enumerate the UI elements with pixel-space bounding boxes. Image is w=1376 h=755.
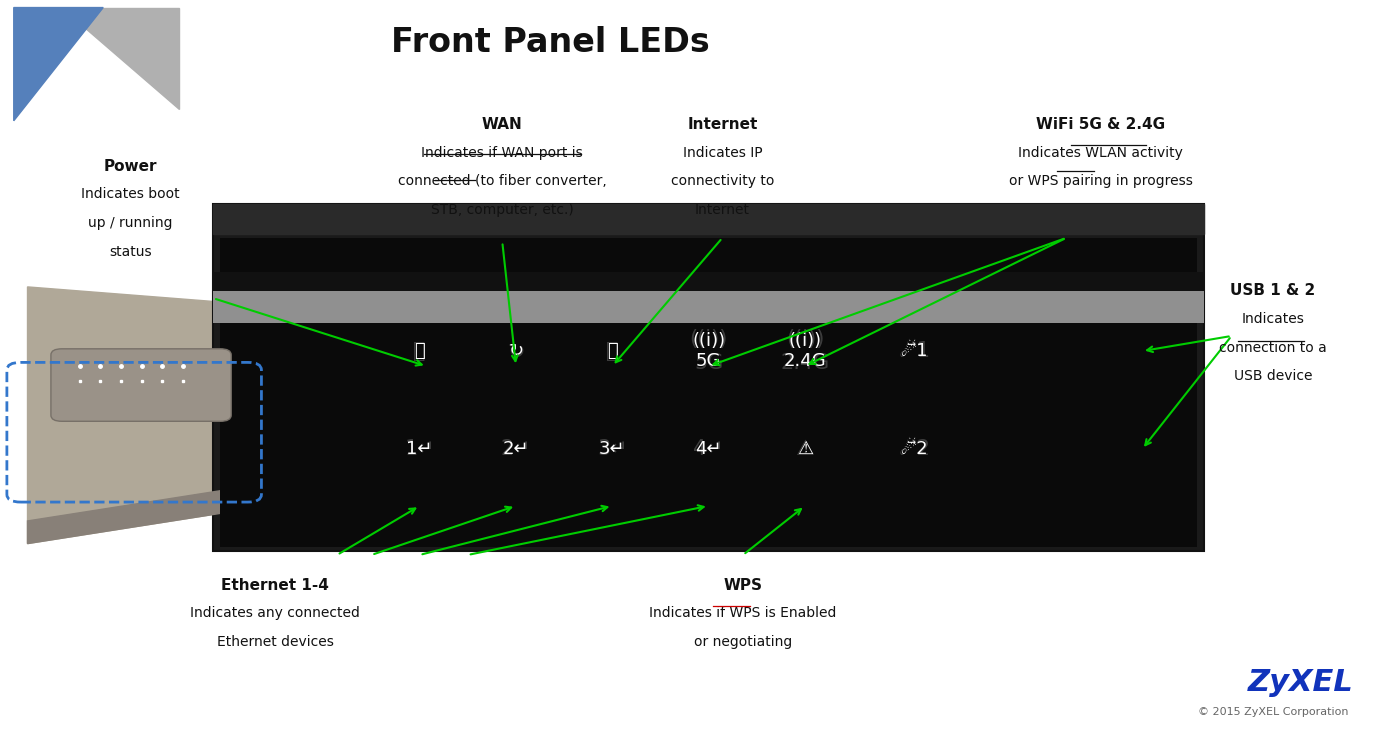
Text: ⏻: ⏻ [413,341,427,361]
Text: ((i))
5G: ((i)) 5G [689,329,728,373]
FancyBboxPatch shape [213,204,1204,551]
Text: © 2015 ZyXEL Corporation: © 2015 ZyXEL Corporation [1197,707,1348,717]
Polygon shape [28,491,220,544]
Text: ZyXEL: ZyXEL [1248,668,1353,697]
Bar [220,238,1197,547]
Text: USB device: USB device [1233,369,1313,384]
Text: Front Panel LEDs: Front Panel LEDs [391,26,710,60]
Text: ((i))
2.4G: ((i)) 2.4G [780,329,830,373]
Polygon shape [213,204,1204,234]
FancyBboxPatch shape [51,349,231,421]
Text: ☄⃗2: ☄⃗2 [901,440,929,458]
Text: or WPS pairing in progress: or WPS pairing in progress [1009,174,1193,189]
Text: 1↵: 1↵ [405,439,435,459]
Text: ⌖: ⌖ [607,342,618,360]
Text: 4↵: 4↵ [694,439,724,459]
Text: ↻: ↻ [509,342,523,360]
Text: Indicates if WAN port is: Indicates if WAN port is [421,146,583,160]
Text: Indicates WLAN activity: Indicates WLAN activity [1018,146,1183,160]
Text: or negotiating: or negotiating [694,635,793,649]
Text: 3↵: 3↵ [599,440,626,458]
Text: up / running: up / running [88,216,173,230]
Text: connected (to fiber converter,: connected (to fiber converter, [398,174,607,189]
Text: 4↵: 4↵ [695,440,722,458]
Text: 1↵: 1↵ [406,440,433,458]
Polygon shape [62,8,179,109]
Text: status: status [110,245,151,259]
Text: Power: Power [105,159,157,174]
Text: Indicates if WPS is Enabled: Indicates if WPS is Enabled [649,606,837,621]
Text: Indicates boot: Indicates boot [81,187,180,202]
Text: ((i))
2.4G: ((i)) 2.4G [784,331,826,371]
Text: Ethernet 1-4: Ethernet 1-4 [222,578,329,593]
Text: ☄⃗1: ☄⃗1 [901,342,929,360]
Text: ⌖: ⌖ [605,341,619,361]
Text: ⏻: ⏻ [414,342,425,360]
Text: Indicates: Indicates [1241,312,1304,326]
Text: Internet: Internet [695,203,750,217]
Bar [213,291,1204,323]
Text: WAN: WAN [482,117,523,132]
Text: Internet: Internet [687,117,758,132]
Text: ↻: ↻ [508,341,524,361]
Text: ☄⃗2: ☄⃗2 [899,439,932,459]
Text: 3↵: 3↵ [597,439,627,459]
Text: 2↵: 2↵ [502,440,530,458]
Polygon shape [28,287,220,544]
Text: ⚠: ⚠ [795,439,815,459]
Text: USB 1 & 2: USB 1 & 2 [1230,283,1315,298]
Text: ((i))
5G: ((i)) 5G [692,331,725,371]
Text: STB, computer, etc.): STB, computer, etc.) [431,203,574,217]
Text: connection to a: connection to a [1219,341,1326,355]
Text: WPS: WPS [724,578,762,593]
Bar [213,273,1204,291]
Text: Indicates IP: Indicates IP [682,146,762,160]
Text: WiFi 5G & 2.4G: WiFi 5G & 2.4G [1036,117,1165,132]
Text: ⚠: ⚠ [797,440,813,458]
Text: connectivity to: connectivity to [670,174,775,189]
Text: 2↵: 2↵ [501,439,531,459]
Text: Indicates any connected: Indicates any connected [190,606,361,621]
Polygon shape [14,8,103,121]
Text: Ethernet devices: Ethernet devices [217,635,333,649]
Text: ☄⃗1: ☄⃗1 [899,341,932,361]
